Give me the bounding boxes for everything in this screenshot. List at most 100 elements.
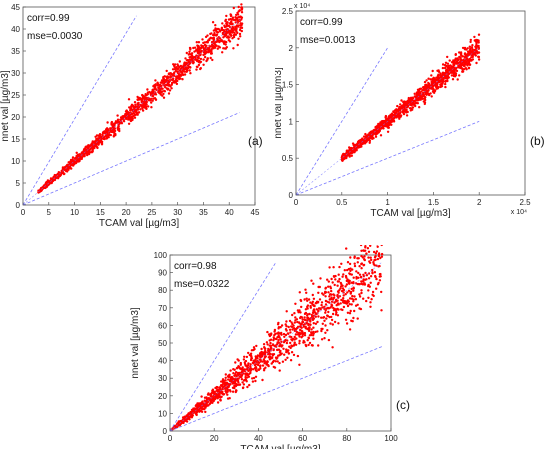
data-point bbox=[277, 348, 281, 351]
data-point bbox=[378, 127, 381, 130]
data-point bbox=[439, 76, 443, 79]
x-tick-label: 20 bbox=[210, 434, 219, 443]
data-point bbox=[243, 355, 246, 358]
data-point bbox=[240, 3, 243, 6]
data-point bbox=[243, 361, 246, 364]
data-point bbox=[402, 112, 406, 116]
data-point bbox=[231, 382, 234, 385]
data-point bbox=[195, 413, 198, 417]
data-point bbox=[106, 132, 109, 136]
data-point bbox=[327, 338, 331, 342]
data-point bbox=[114, 133, 117, 136]
data-point bbox=[307, 343, 310, 347]
data-point bbox=[346, 268, 349, 272]
data-point bbox=[261, 360, 264, 363]
data-point bbox=[256, 360, 260, 364]
data-point bbox=[441, 63, 445, 66]
data-point bbox=[46, 183, 49, 187]
data-point bbox=[442, 79, 445, 83]
data-point bbox=[352, 289, 355, 292]
data-point bbox=[326, 329, 329, 332]
data-point bbox=[354, 304, 358, 307]
data-point bbox=[392, 110, 395, 114]
data-point bbox=[189, 66, 192, 69]
data-point bbox=[457, 65, 460, 69]
data-point bbox=[124, 110, 128, 113]
data-point bbox=[305, 291, 308, 294]
data-point bbox=[97, 143, 100, 146]
data-point bbox=[296, 354, 300, 358]
data-point bbox=[351, 320, 354, 323]
data-point bbox=[229, 369, 232, 372]
data-point bbox=[287, 325, 290, 329]
data-point bbox=[408, 107, 412, 110]
data-point bbox=[154, 83, 157, 86]
data-point bbox=[219, 395, 222, 399]
data-point bbox=[117, 120, 121, 124]
data-point bbox=[193, 409, 196, 412]
data-point bbox=[357, 271, 360, 275]
data-point bbox=[380, 309, 383, 312]
data-point bbox=[264, 366, 267, 369]
data-point bbox=[342, 152, 345, 156]
y-tick-label: 100 bbox=[154, 251, 168, 260]
data-point bbox=[106, 121, 109, 124]
data-point bbox=[215, 33, 219, 36]
data-point bbox=[379, 256, 382, 260]
data-point bbox=[177, 64, 180, 67]
data-point bbox=[232, 372, 235, 375]
data-point bbox=[250, 367, 253, 371]
data-point bbox=[215, 386, 218, 390]
data-point bbox=[278, 336, 281, 339]
data-point bbox=[209, 401, 212, 404]
data-point bbox=[318, 298, 322, 301]
data-point bbox=[316, 320, 319, 324]
data-point bbox=[434, 82, 437, 85]
scatter-plot-b: 0 0.5 1 1.5 2 2.5 0 0.5 1 1.5 2 2.5 TCAM val [µg/m3]… bbox=[275, 3, 531, 219]
data-point bbox=[78, 159, 81, 163]
data-point bbox=[408, 98, 412, 102]
data-point bbox=[357, 276, 360, 279]
data-point bbox=[269, 341, 272, 345]
y-tick-label: 20 bbox=[158, 392, 167, 401]
data-point bbox=[345, 322, 349, 325]
data-point bbox=[455, 62, 458, 65]
data-point bbox=[349, 273, 352, 276]
x-tick-label: 1.5 bbox=[428, 198, 440, 207]
data-point bbox=[303, 298, 306, 301]
data-point bbox=[355, 270, 358, 273]
data-point bbox=[437, 76, 441, 80]
data-point bbox=[141, 109, 145, 112]
data-point bbox=[399, 114, 403, 117]
data-point bbox=[263, 347, 267, 350]
data-point bbox=[224, 376, 227, 379]
x-exponent-label: x 10⁴ bbox=[511, 209, 527, 216]
data-point bbox=[235, 13, 238, 17]
data-point bbox=[320, 329, 323, 333]
data-point bbox=[204, 400, 207, 404]
data-point bbox=[366, 247, 370, 250]
data-point bbox=[288, 319, 292, 323]
data-point bbox=[356, 261, 359, 264]
data-point bbox=[375, 250, 379, 253]
data-point bbox=[61, 169, 64, 173]
data-point bbox=[430, 95, 433, 98]
data-point bbox=[294, 343, 298, 346]
data-point bbox=[346, 261, 350, 264]
data-point bbox=[452, 70, 456, 74]
data-point bbox=[349, 309, 352, 313]
data-point bbox=[280, 352, 283, 355]
data-point bbox=[304, 325, 307, 328]
data-point bbox=[208, 37, 211, 40]
data-point bbox=[254, 355, 257, 358]
data-point bbox=[141, 96, 144, 100]
data-point bbox=[250, 349, 254, 352]
data-point bbox=[101, 137, 104, 140]
data-point bbox=[342, 294, 345, 297]
data-point bbox=[348, 312, 352, 315]
data-point bbox=[375, 287, 378, 290]
data-point bbox=[247, 369, 250, 373]
data-point bbox=[240, 370, 243, 374]
data-point bbox=[105, 137, 108, 140]
data-point bbox=[75, 155, 78, 158]
